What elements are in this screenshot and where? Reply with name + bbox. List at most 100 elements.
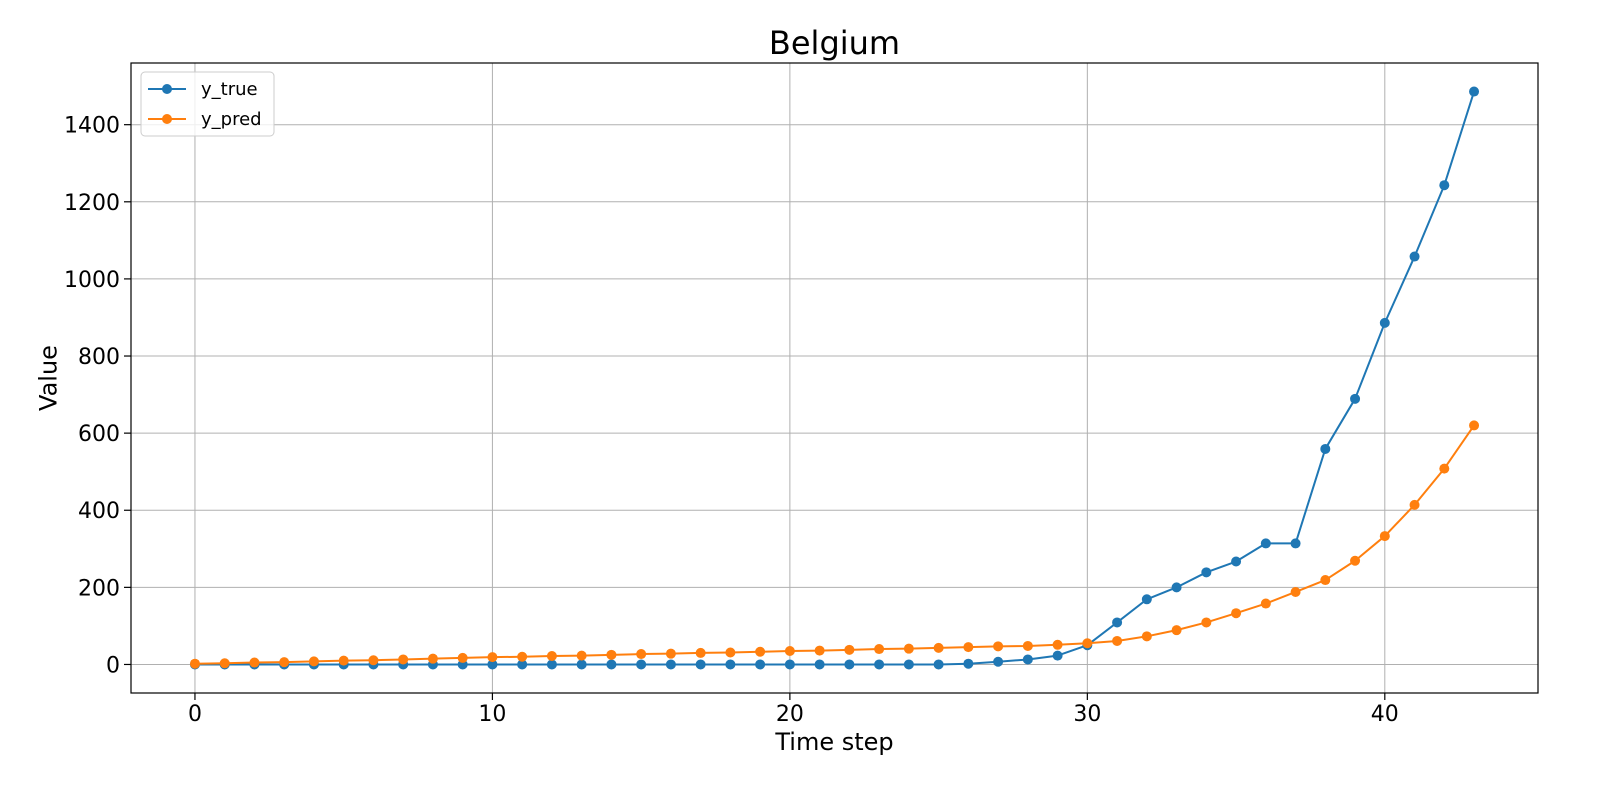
data-point [993, 641, 1004, 652]
x-tick-label: 10 [478, 702, 506, 727]
data-point [427, 653, 438, 664]
data-point [725, 659, 736, 670]
data-point [1260, 598, 1271, 609]
y-tick-label: 0 [106, 653, 120, 678]
data-point [903, 643, 914, 654]
data-point [517, 659, 528, 670]
data-point [1171, 582, 1182, 593]
x-axis-label: Time step [774, 728, 893, 756]
data-point [1052, 650, 1063, 661]
data-point [1231, 608, 1242, 619]
y-axis-label: Value [34, 345, 62, 411]
data-point [1171, 625, 1182, 636]
y-tick-label: 600 [78, 422, 120, 447]
x-tick-label: 0 [188, 702, 202, 727]
series-layer [189, 86, 1480, 670]
data-point [576, 650, 587, 661]
data-point [1439, 463, 1450, 474]
data-point [993, 656, 1004, 667]
y-tick-label: 1200 [64, 191, 120, 216]
data-point [546, 659, 557, 670]
y-tick-label: 400 [78, 499, 120, 524]
data-point [874, 659, 885, 670]
series-y_pred [189, 420, 1480, 669]
data-point [1439, 180, 1450, 191]
data-point [1022, 640, 1033, 651]
data-point [814, 645, 825, 656]
data-point [576, 659, 587, 670]
x-tick-label: 30 [1073, 702, 1101, 727]
data-point [695, 659, 706, 670]
data-point [963, 642, 974, 653]
data-point [874, 644, 885, 655]
y-axis-ticks: 0 200 400 600 800 1000 1200 1400 [64, 114, 131, 678]
data-point [1082, 638, 1093, 649]
data-point [963, 658, 974, 669]
data-point [1201, 617, 1212, 628]
data-point [844, 644, 855, 655]
data-point [1379, 531, 1390, 542]
data-point [308, 656, 319, 667]
data-point [1350, 555, 1361, 566]
data-point [636, 649, 647, 660]
data-point [933, 659, 944, 670]
data-point [487, 652, 498, 663]
data-point [725, 647, 736, 658]
data-point [398, 654, 409, 665]
data-point [1260, 538, 1271, 549]
legend: y_true y_pred [140, 71, 275, 137]
data-point [1320, 443, 1331, 454]
data-point [1320, 575, 1331, 586]
legend-label: y_pred [201, 109, 262, 130]
data-point [1290, 586, 1301, 597]
data-point [933, 642, 944, 653]
legend-label: y_true [201, 79, 258, 100]
data-point [368, 655, 379, 666]
data-point [1022, 654, 1033, 665]
data-point [249, 657, 260, 668]
data-point [1141, 594, 1152, 605]
data-point [784, 659, 795, 670]
legend-marker [162, 114, 172, 124]
data-point [755, 659, 766, 670]
data-point [1409, 499, 1420, 510]
data-point [1231, 556, 1242, 567]
data-point [546, 650, 557, 661]
data-point [1350, 393, 1361, 404]
data-point [755, 646, 766, 657]
gridlines [131, 63, 1538, 693]
data-point [606, 659, 617, 670]
data-point [517, 651, 528, 662]
data-point [695, 647, 706, 658]
y-tick-label: 200 [78, 576, 120, 601]
data-point [606, 649, 617, 660]
data-point [1290, 538, 1301, 549]
data-point [665, 648, 676, 659]
x-tick-label: 40 [1371, 702, 1399, 727]
y-tick-label: 800 [78, 345, 120, 370]
data-point [665, 659, 676, 670]
data-point [1201, 567, 1212, 578]
data-point [219, 658, 230, 669]
data-point [1112, 635, 1123, 646]
data-point [844, 659, 855, 670]
y-tick-label: 1400 [64, 114, 120, 139]
data-point [814, 659, 825, 670]
data-point [189, 658, 200, 669]
data-point [279, 657, 290, 668]
data-point [636, 659, 647, 670]
x-axis-ticks: 0 10 20 30 40 [188, 693, 1399, 727]
legend-marker [162, 84, 172, 94]
data-point [338, 655, 349, 666]
legend-item-y_true: y_true [148, 79, 258, 100]
data-point [1141, 631, 1152, 642]
y-tick-label: 1000 [64, 268, 120, 293]
data-point [1469, 86, 1480, 97]
data-point [903, 659, 914, 670]
chart-title: Belgium [769, 24, 900, 62]
legend-item-y_pred: y_pred [148, 109, 262, 130]
data-point [1112, 617, 1123, 628]
data-point [1469, 420, 1480, 431]
data-point [1409, 251, 1420, 262]
